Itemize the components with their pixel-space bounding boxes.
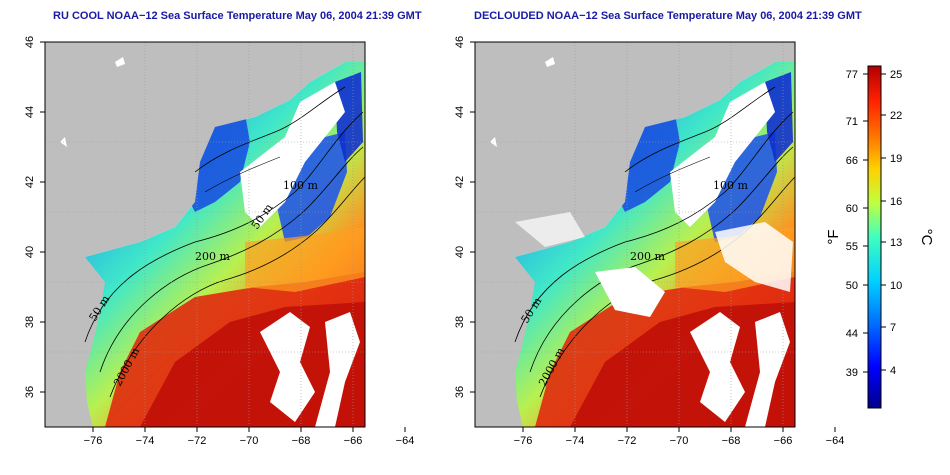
map-frame <box>474 41 796 428</box>
y-tick-label: 46 <box>24 36 36 48</box>
x-tick-label: −66 <box>774 435 793 447</box>
contour-label: 200 m <box>630 250 665 263</box>
left-panel-title: RU COOL NOAA−12 Sea Surface Temperature … <box>53 10 422 22</box>
celsius-tick-label: 25 <box>890 69 902 81</box>
x-tick-label: −70 <box>670 435 689 447</box>
celsius-tick-label: 22 <box>890 110 902 122</box>
y-tick-label: 42 <box>454 176 466 188</box>
right-panel-title: DECLOUDED NOAA−12 Sea Surface Temperatur… <box>474 10 862 22</box>
y-tick-label: 40 <box>24 246 36 258</box>
x-tick-label: −72 <box>188 435 207 447</box>
temperature-colorbar: 77 71 66 60 55 50 44 39 25 22 19 16 13 10 7 4 °F °C <box>825 65 935 409</box>
celsius-tick-label: 7 <box>890 322 896 334</box>
right-map-panel[interactable]: 200 m 50 m 2000 m 100 m <box>474 41 796 428</box>
y-tick-label: 36 <box>24 386 36 398</box>
y-tick-label: 38 <box>454 316 466 328</box>
fahrenheit-unit-label: °F <box>825 229 842 244</box>
fahrenheit-tick-label: 77 <box>846 69 858 81</box>
y-tick-label: 42 <box>24 176 36 188</box>
y-tick-label: 46 <box>454 36 466 48</box>
x-tick-label: −74 <box>566 435 585 447</box>
celsius-tick-label: 13 <box>890 237 902 249</box>
fahrenheit-tick-label: 60 <box>846 203 858 215</box>
contour-label: 100 m <box>283 179 318 192</box>
x-tick-label: −74 <box>136 435 155 447</box>
celsius-tick-label: 16 <box>890 196 902 208</box>
x-tick-label: −76 <box>514 435 533 447</box>
right-axis-ticks: −76 −74 −72 −70 −68 −66 −64 36 38 40 42 44 46 <box>454 36 844 447</box>
x-tick-label: −64 <box>396 435 415 447</box>
colorbar-gradient <box>867 65 882 409</box>
fahrenheit-tick-label: 55 <box>846 241 858 253</box>
x-tick-label: −70 <box>240 435 259 447</box>
left-axis-ticks: −76 −74 −72 −70 −68 −66 −64 36 38 40 42 44 46 <box>24 36 414 447</box>
x-tick-label: −72 <box>618 435 637 447</box>
y-tick-label: 36 <box>454 386 466 398</box>
celsius-tick-label: 19 <box>890 153 902 165</box>
fahrenheit-tick-label: 71 <box>846 116 858 128</box>
y-tick-label: 38 <box>24 316 36 328</box>
x-tick-label: −64 <box>826 435 845 447</box>
y-tick-label: 40 <box>454 246 466 258</box>
y-tick-label: 44 <box>454 106 466 118</box>
celsius-tick-label: 10 <box>890 280 902 292</box>
map-frame <box>44 41 366 428</box>
left-map-panel[interactable]: 200 m 50 m 2000 m 100 m 50 m <box>44 41 366 428</box>
celsius-unit-label: °C <box>918 229 935 246</box>
x-tick-label: −76 <box>84 435 103 447</box>
x-tick-label: −66 <box>344 435 363 447</box>
y-tick-label: 44 <box>24 106 36 118</box>
fahrenheit-tick-label: 44 <box>846 328 858 340</box>
x-tick-label: −68 <box>292 435 311 447</box>
x-tick-label: −68 <box>722 435 741 447</box>
celsius-tick-label: 4 <box>890 365 896 377</box>
contour-label: 200 m <box>195 250 230 263</box>
contour-label: 100 m <box>713 179 748 192</box>
fahrenheit-tick-label: 39 <box>846 367 858 379</box>
fahrenheit-tick-label: 50 <box>846 280 858 292</box>
fahrenheit-tick-label: 66 <box>846 155 858 167</box>
